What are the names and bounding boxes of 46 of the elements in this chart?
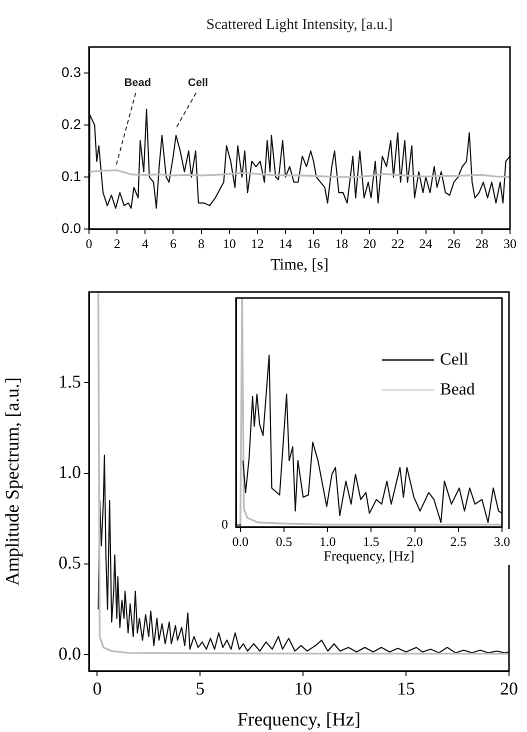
y-tick-label: 0.0 (62, 220, 82, 236)
x-tick-label: 20 (363, 236, 376, 252)
x-tick-label: 24 (419, 236, 433, 252)
x-tick-label: 14 (278, 236, 292, 252)
x-tick-label: 4 (142, 236, 149, 252)
x-tick-label: 10 (222, 236, 236, 252)
x-axis-title: Frequency, [Hz] (324, 549, 414, 564)
x-tick-label: 6 (170, 236, 177, 252)
x-tick-label: 12 (250, 236, 264, 252)
x-tick-label: 30 (504, 236, 516, 252)
y-tick-label: 0.5 (58, 552, 81, 573)
annotation: Bead (124, 77, 152, 90)
legend-label: Cell (440, 349, 469, 368)
x-tick-label: 0.0 (232, 534, 248, 550)
x-tick-label: 26 (447, 236, 461, 252)
y-tick-label: 0.1 (62, 168, 82, 184)
y-tick-label: 0.0 (58, 643, 81, 664)
x-axis-title: Time, [s] (270, 256, 329, 274)
x-tick-label: 0.5 (276, 534, 292, 550)
x-tick-label: 8 (198, 236, 205, 252)
x-tick-label: 0 (86, 236, 92, 252)
annotation: 0 (222, 516, 228, 532)
x-tick-label: 2.0 (406, 534, 423, 550)
x-tick-label: 28 (475, 236, 488, 252)
chart-title: Scattered Light Intensity, [a.u.] (206, 16, 393, 33)
x-tick-label: 1.5 (363, 534, 380, 550)
x-tick-label: 22 (391, 236, 404, 252)
x-tick-label: 0 (92, 678, 102, 699)
x-tick-label: 2 (114, 236, 120, 252)
x-tick-label: 18 (335, 236, 348, 252)
x-tick-label: 1.0 (319, 534, 336, 550)
x-tick-label: 10 (294, 678, 312, 699)
y-tick-label: 1.0 (58, 462, 81, 482)
x-tick-label: 5 (196, 678, 205, 699)
annotation: Cell (188, 77, 208, 90)
y-tick-label: 0.3 (62, 64, 82, 80)
x-tick-label: 16 (307, 236, 321, 252)
x-tick-label: 2.5 (450, 534, 467, 550)
x-tick-label: 20 (500, 678, 518, 699)
x-tick-label: 15 (397, 678, 416, 699)
x-tick-label: 3.0 (494, 534, 510, 550)
y-axis-title: Amplitude Spectrum, [a.u.] (2, 377, 24, 586)
legend-label: Bead (440, 379, 476, 398)
x-axis-title: Frequency, [Hz] (237, 710, 361, 731)
y-tick-label: 0.2 (62, 116, 82, 132)
y-tick-label: 1.5 (58, 371, 81, 392)
